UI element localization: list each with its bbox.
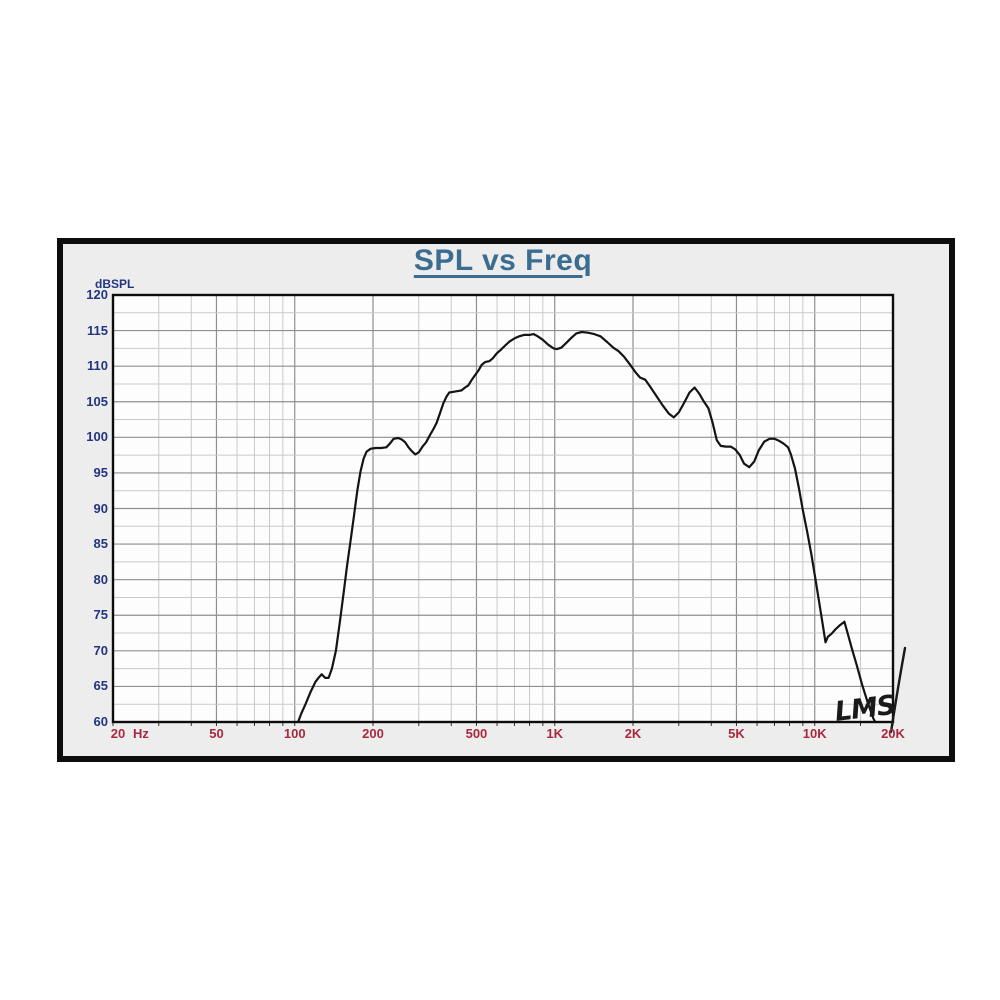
y-axis-tick-label: 75	[93, 607, 108, 623]
x-axis-tick-label: 500	[465, 726, 488, 741]
y-axis-tick-label: 70	[93, 642, 108, 658]
y-axis-tick-label: 100	[86, 429, 108, 445]
y-axis-unit-label: dBSPL	[95, 277, 135, 291]
plot-border	[111, 293, 895, 724]
y-axis-tick-label: 80	[93, 571, 108, 587]
y-axis-tick-label: 110	[87, 358, 108, 374]
x-axis-unit-label: Hz	[133, 726, 149, 741]
x-axis-tick-label: 100	[283, 726, 306, 741]
x-axis-tick-label: 20K	[881, 726, 905, 741]
y-axis-tick-label: 120	[86, 287, 108, 302]
spl-response-curve	[297, 330, 877, 723]
y-axis-tick-label: 65	[93, 678, 108, 694]
x-axis-tick-label: 20	[110, 726, 126, 741]
lms-signature-slash	[889, 646, 907, 734]
x-axis-tick-label: 200	[362, 726, 384, 741]
y-axis-tick-label: 85	[93, 536, 108, 552]
y-axis-tick-label: 105	[86, 393, 108, 409]
y-axis-tick-label: 90	[93, 500, 108, 516]
y-axis-tick-label: 115	[87, 322, 108, 338]
x-axis-tick-label: 50	[209, 726, 224, 741]
y-axis-tick-label: 60	[93, 714, 108, 729]
x-axis-tick-label: 5K	[728, 726, 745, 741]
x-axis-tick-label: 2K	[624, 726, 642, 741]
chart-title: SPL vs Freq	[413, 244, 593, 277]
y-axis-tick-label: 95	[93, 464, 108, 480]
x-axis-tick-label: 10K	[802, 726, 827, 741]
lms-signature-text: LMS	[833, 690, 897, 728]
x-axis-tick-label: 1K	[546, 726, 564, 741]
